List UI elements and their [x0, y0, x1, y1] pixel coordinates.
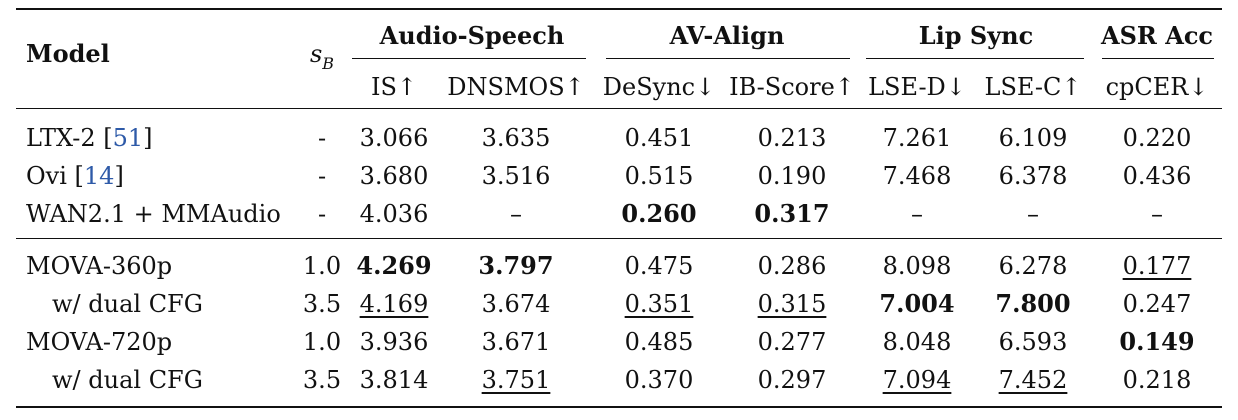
model-name-close: ] [114, 162, 124, 190]
cpcer-cell: – [1151, 200, 1163, 228]
dnsmos-cell: 3.751 [481, 366, 551, 394]
group-header-audio-speech: Audio-Speech [379, 21, 565, 50]
is-cell: 3.814 [359, 366, 429, 394]
metric-header-lse-d: LSE-D↓ [868, 73, 966, 101]
model-cell: MOVA-720p [26, 328, 173, 356]
is-cell: 4.169 [359, 290, 429, 318]
sb-cell: 1.0 [302, 252, 342, 280]
cpcer-cell: 0.436 [1122, 162, 1192, 190]
model-cell: WAN2.1 + MMAudio [26, 200, 281, 228]
desync-cell: 0.515 [624, 162, 694, 190]
dnsmos-cell: – [510, 200, 522, 228]
lse-c-cell: 6.593 [998, 328, 1068, 356]
dnsmos-cell: 3.516 [481, 162, 551, 190]
model-cell: LTX-2 [51] [26, 124, 153, 152]
metric-header-dnsmos: DNSMOS↑ [447, 73, 585, 101]
metric-header-ib-score: IB-Score↑ [729, 73, 855, 101]
metric-header-is: IS↑ [370, 73, 418, 101]
group-header-asr-acc: ASR Acc [1100, 21, 1214, 50]
group-header-av-align: AV-Align [669, 21, 785, 50]
sb-symbol: s [309, 40, 323, 68]
is-cell: 3.066 [359, 124, 429, 152]
cpcer-cell: 0.220 [1122, 124, 1192, 152]
sb-cell: - [317, 200, 327, 228]
sb-cell: 3.5 [302, 366, 342, 394]
sb-column-header: sB [309, 40, 335, 73]
bottom-rule [16, 406, 1222, 408]
dnsmos-cell: 3.674 [481, 290, 551, 318]
lse-c-cell: 6.278 [998, 252, 1068, 280]
lse-d-cell: 7.094 [882, 366, 952, 394]
top-rule [16, 8, 1222, 10]
header-bottom-rule [16, 108, 1222, 109]
cpcer-cell: 0.177 [1122, 252, 1192, 280]
desync-cell: 0.370 [624, 366, 694, 394]
lse-c-cell: 7.800 [995, 289, 1071, 318]
desync-cell: 0.451 [624, 124, 694, 152]
metric-header-lse-c: LSE-C↑ [984, 73, 1082, 101]
av-align-group-rule [606, 58, 850, 59]
ib-score-cell: 0.317 [754, 199, 830, 228]
model-name: LTX-2 [ [26, 124, 113, 152]
lse-d-cell: 8.048 [882, 328, 952, 356]
lse-c-cell: 6.109 [998, 124, 1068, 152]
ib-score-cell: 0.277 [757, 328, 827, 356]
lip-sync-group-rule [866, 58, 1084, 59]
model-name: Ovi [ [26, 162, 84, 190]
sb-cell: 1.0 [302, 328, 342, 356]
is-cell: 3.936 [359, 328, 429, 356]
lse-c-cell: 7.452 [998, 366, 1068, 394]
ib-score-cell: 0.297 [757, 366, 827, 394]
desync-cell: 0.485 [624, 328, 694, 356]
lse-d-cell: 7.004 [879, 289, 955, 318]
cpcer-cell: 0.218 [1122, 366, 1192, 394]
model-cell: MOVA-360p [26, 252, 173, 280]
citation-link[interactable]: 51 [112, 124, 144, 152]
ib-score-cell: 0.315 [757, 290, 827, 318]
ib-score-cell: 0.190 [757, 162, 827, 190]
lse-d-cell: 8.098 [882, 252, 952, 280]
desync-cell: 0.260 [621, 199, 697, 228]
citation-link[interactable]: 14 [83, 162, 115, 190]
model-cell: w/ dual CFG [52, 290, 203, 318]
model-column-header: Model [26, 39, 110, 68]
desync-cell: 0.351 [624, 290, 694, 318]
model-name-close: ] [143, 124, 153, 152]
cpcer-cell: 0.247 [1122, 290, 1192, 318]
desync-cell: 0.475 [624, 252, 694, 280]
dnsmos-cell: 3.671 [481, 328, 551, 356]
ib-score-cell: 0.286 [757, 252, 827, 280]
sb-cell: - [317, 124, 327, 152]
ib-score-cell: 0.213 [757, 124, 827, 152]
model-cell: w/ dual CFG [52, 366, 203, 394]
cpcer-cell: 0.149 [1119, 327, 1195, 356]
sb-cell: 3.5 [302, 290, 342, 318]
sb-subscript: B [322, 54, 335, 73]
asr-acc-group-rule [1102, 58, 1214, 59]
section-divider-rule [16, 238, 1222, 239]
lse-c-cell: 6.378 [998, 162, 1068, 190]
is-cell: 4.036 [359, 200, 429, 228]
metric-header-cpcer: cpCER↓ [1105, 73, 1209, 101]
group-header-lip-sync: Lip Sync [918, 21, 1034, 50]
dnsmos-cell: 3.635 [481, 124, 551, 152]
audio-speech-group-rule [352, 58, 586, 59]
metric-header-desync: DeSync↓ [602, 73, 716, 101]
dnsmos-cell: 3.797 [478, 251, 554, 280]
lse-d-cell: 7.261 [882, 124, 952, 152]
lse-c-cell: – [1027, 200, 1039, 228]
sb-cell: - [317, 162, 327, 190]
is-cell: 3.680 [359, 162, 429, 190]
model-cell: Ovi [14] [26, 162, 124, 190]
is-cell: 4.269 [356, 251, 432, 280]
lse-d-cell: – [911, 200, 923, 228]
lse-d-cell: 7.468 [882, 162, 952, 190]
